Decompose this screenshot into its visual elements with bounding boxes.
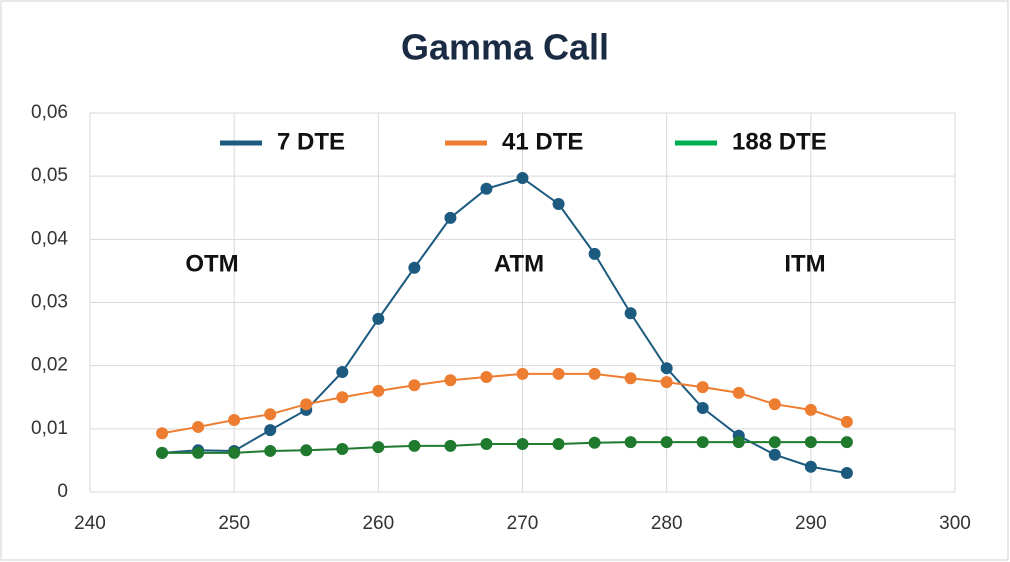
data-point (588, 247, 601, 260)
data-point (660, 362, 673, 375)
x-tick-label: 240 (74, 513, 106, 534)
data-point (516, 367, 529, 380)
annotation: ATM (494, 250, 544, 277)
data-point (588, 367, 601, 380)
data-point (768, 448, 781, 461)
data-point (624, 372, 637, 385)
data-point (408, 439, 421, 452)
data-point (552, 367, 565, 380)
x-tick-label: 270 (507, 513, 539, 534)
data-point (192, 420, 205, 433)
data-point (660, 376, 673, 389)
data-point (408, 261, 421, 274)
x-tick-label: 280 (651, 513, 683, 534)
data-point (696, 436, 709, 449)
data-point (372, 441, 385, 454)
data-point (192, 446, 205, 459)
x-tick-label: 260 (362, 513, 394, 534)
data-point (480, 182, 493, 195)
data-point (480, 437, 493, 450)
data-point (804, 460, 817, 473)
series-line (161, 372, 848, 435)
annotation: OTM (185, 250, 238, 277)
y-tick-label: 0,03 (31, 292, 68, 313)
data-point (624, 436, 637, 449)
y-tick-label: 0,05 (31, 165, 68, 186)
data-point (228, 413, 241, 426)
data-point (372, 312, 385, 325)
y-tick-label: 0,02 (31, 355, 68, 376)
data-point (696, 381, 709, 394)
annotation: ITM (784, 250, 825, 277)
x-tick-label: 250 (218, 513, 250, 534)
data-point (228, 446, 241, 459)
data-point (372, 384, 385, 397)
y-tick-label: 0,04 (31, 228, 68, 249)
data-point (804, 436, 817, 449)
data-point (552, 197, 565, 210)
data-point (444, 439, 457, 452)
data-point (624, 307, 637, 320)
data-point (840, 415, 853, 428)
legend-label: 188 DTE (732, 128, 827, 155)
data-point (768, 398, 781, 411)
y-tick-label: 0 (57, 481, 68, 502)
data-point (552, 437, 565, 450)
series-line (162, 441, 847, 454)
data-point (264, 424, 277, 437)
data-point (840, 436, 853, 449)
legend-label: 7 DTE (277, 128, 345, 155)
y-tick-label: 0,01 (31, 418, 68, 439)
data-point (336, 391, 349, 404)
data-point (336, 365, 349, 378)
data-point (480, 371, 493, 384)
data-point (336, 443, 349, 456)
data-point (264, 444, 277, 457)
data-point (516, 437, 529, 450)
data-point (156, 427, 169, 440)
data-point (732, 436, 745, 449)
chart-title: Gamma Call (401, 27, 609, 68)
data-point (300, 444, 313, 457)
data-point (840, 467, 853, 480)
data-point (264, 408, 277, 421)
data-point (408, 379, 421, 392)
data-point (300, 398, 313, 411)
data-point (768, 436, 781, 449)
data-point (588, 436, 601, 449)
data-point (516, 172, 529, 185)
series-line (162, 176, 848, 475)
data-point (156, 446, 169, 459)
y-tick-label: 0,06 (31, 102, 68, 123)
data-point (732, 386, 745, 399)
data-point (804, 403, 817, 416)
data-point (444, 374, 457, 387)
data-point (696, 401, 709, 414)
legend-label: 41 DTE (502, 128, 583, 155)
x-tick-label: 290 (795, 513, 827, 534)
data-point (660, 436, 673, 449)
x-tick-label: 300 (939, 513, 971, 534)
data-point (444, 211, 457, 224)
